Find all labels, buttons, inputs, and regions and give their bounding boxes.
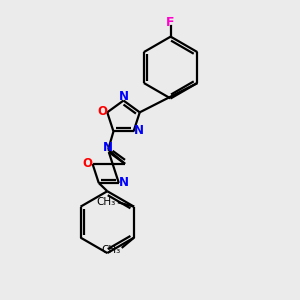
Text: N: N: [118, 90, 128, 103]
Text: CH₃: CH₃: [96, 197, 116, 207]
Text: O: O: [97, 105, 107, 118]
Text: F: F: [167, 16, 175, 29]
Text: O: O: [82, 157, 92, 170]
Text: N: N: [119, 176, 129, 189]
Text: N: N: [134, 124, 143, 137]
Text: N: N: [103, 141, 113, 154]
Text: CH₃: CH₃: [101, 245, 120, 255]
